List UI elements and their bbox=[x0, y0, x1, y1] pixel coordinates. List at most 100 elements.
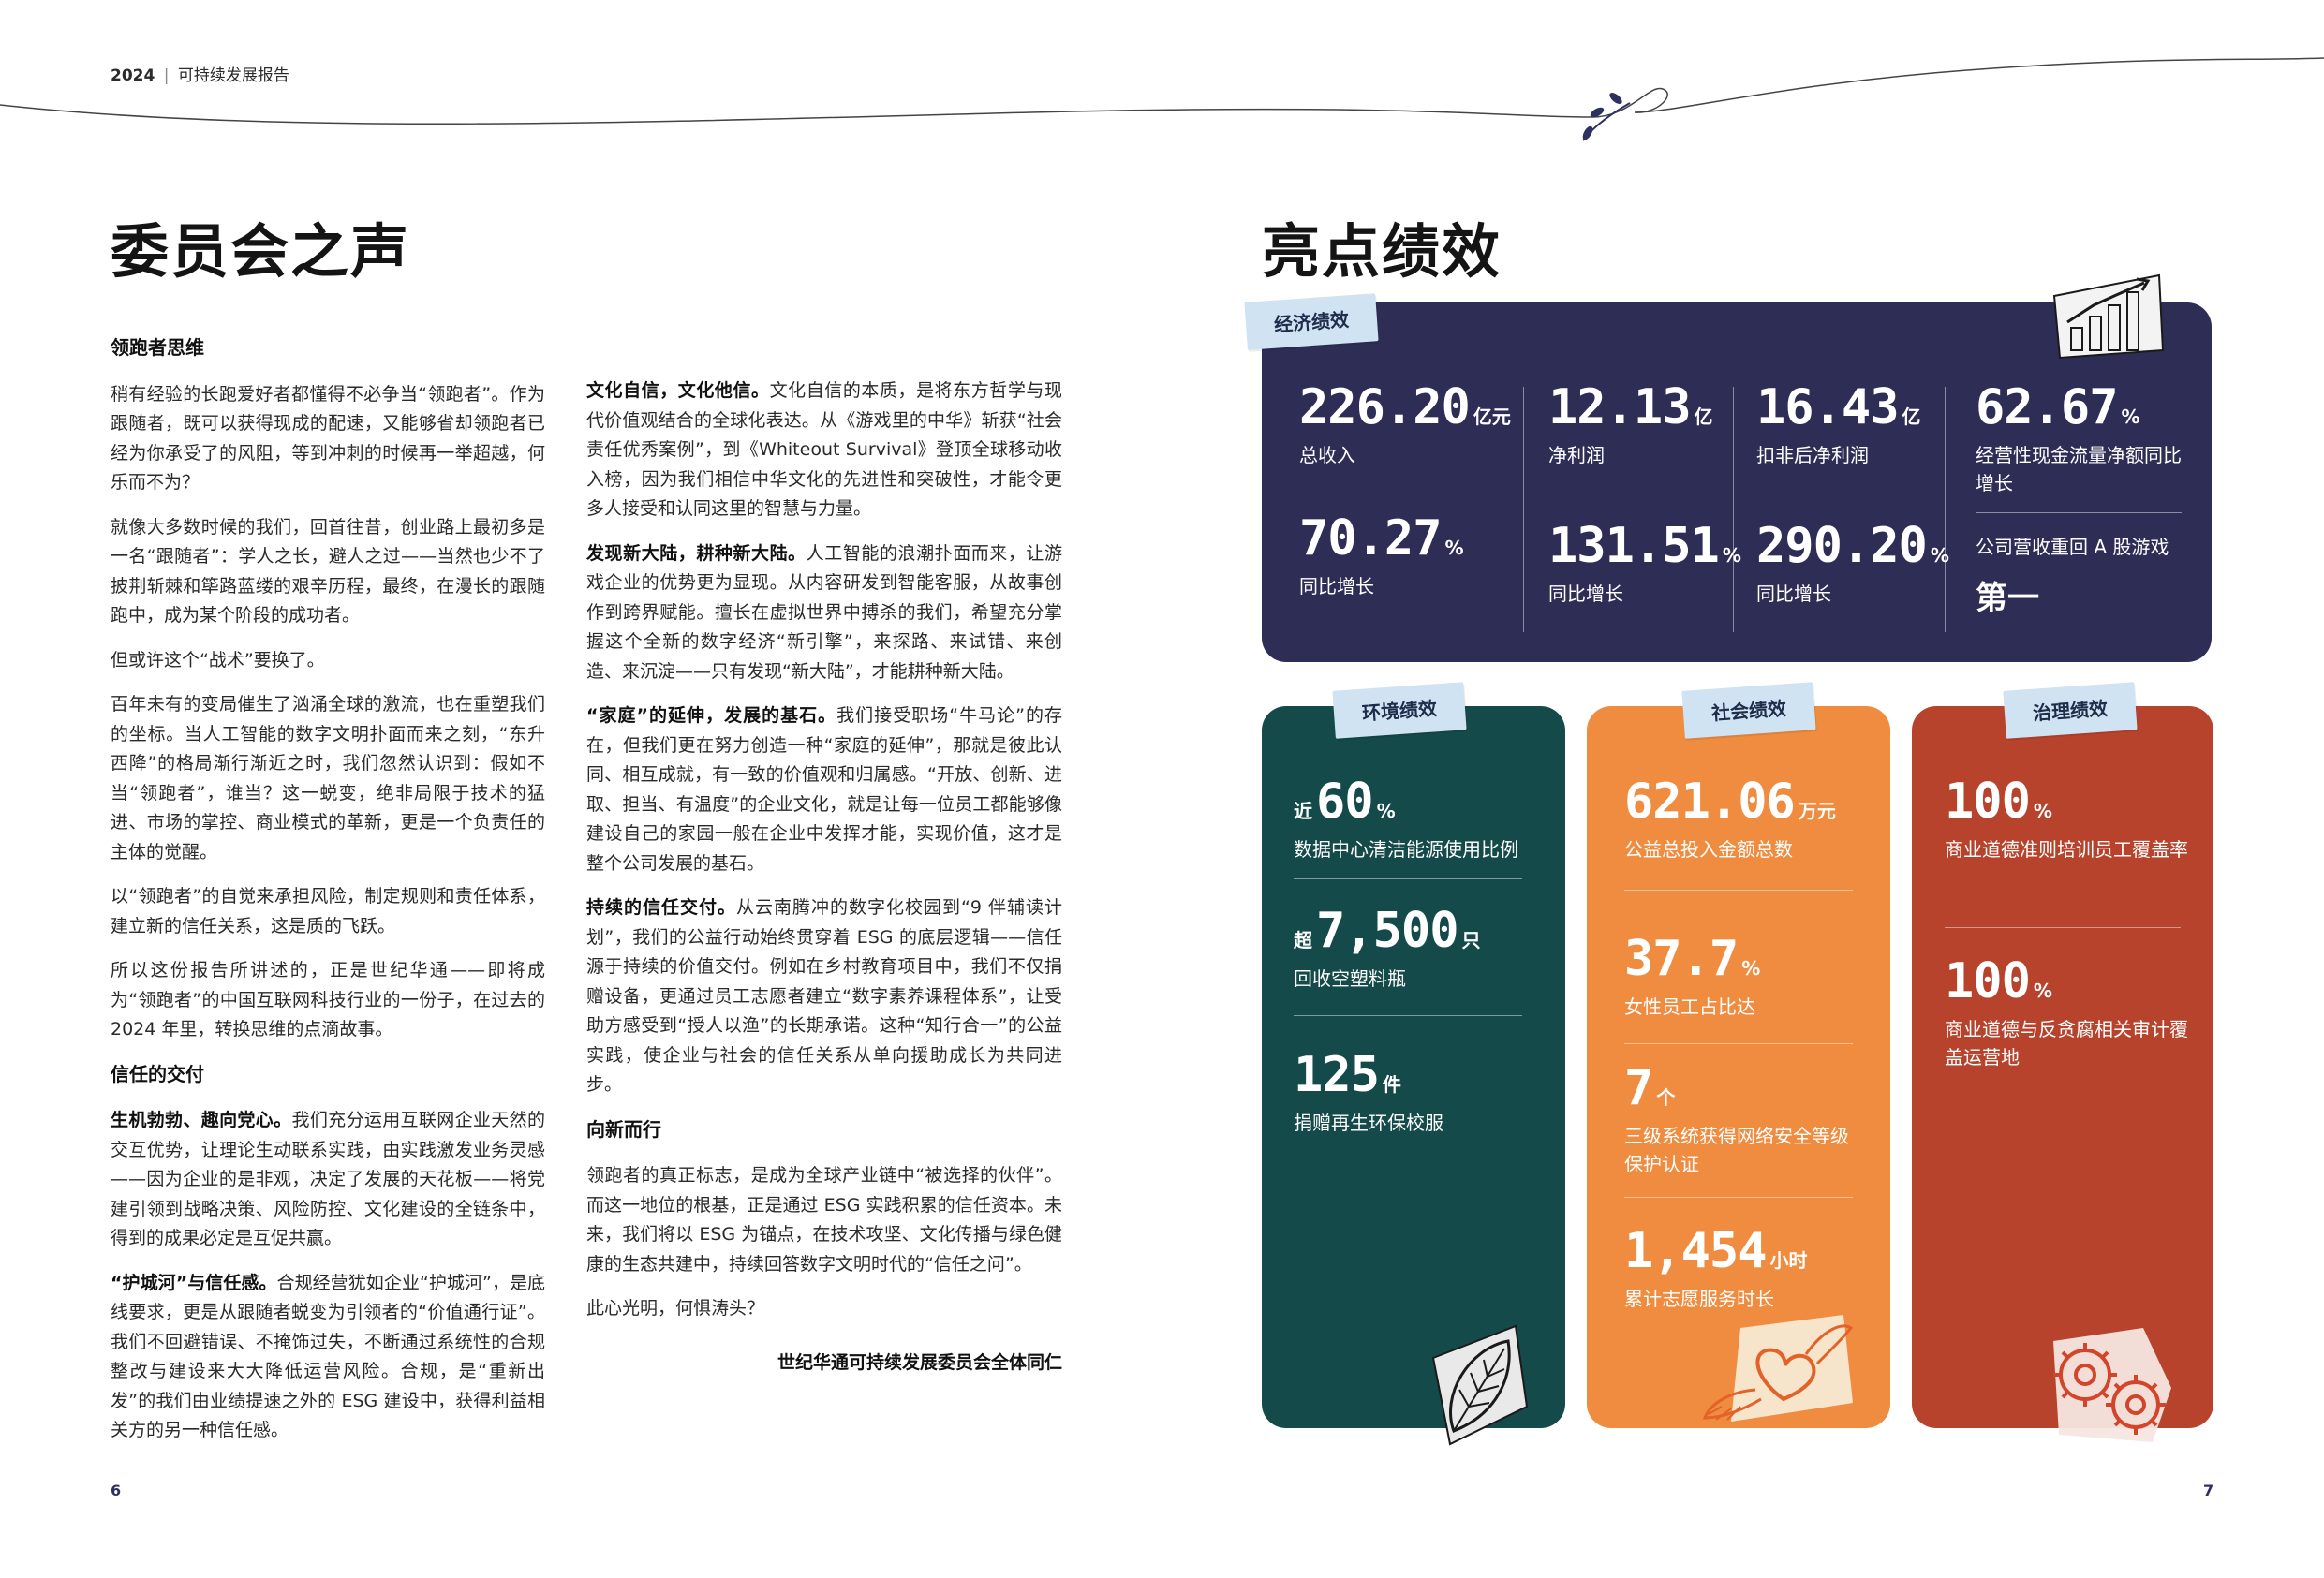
paragraph-lead: “护城河”与信任感。 bbox=[111, 1272, 277, 1293]
divider bbox=[1523, 387, 1524, 632]
stat-value: 7,500 bbox=[1316, 903, 1459, 959]
stat-operating-cash-flow: 62.67% 经营性现金流量净额同比增长 bbox=[1976, 379, 2182, 497]
paragraph: 文化自信，文化他信。文化自信的本质，是将东方哲学与现代价值观结合的全球化表达。从… bbox=[586, 376, 1062, 524]
stat-value: 290.20 bbox=[1756, 518, 1928, 574]
stat-value: 16.43 bbox=[1756, 379, 1900, 435]
winged-heart-icon bbox=[1702, 1315, 1854, 1422]
leaf-icon bbox=[1431, 1324, 1529, 1446]
stat-unit: 万元 bbox=[1798, 800, 1836, 822]
stat-label: 商业道德准则培训员工覆盖率 bbox=[1945, 838, 2188, 861]
committee-title: 委员会之声 bbox=[111, 217, 411, 286]
stat-adjusted-growth: 290.20% 同比增长 bbox=[1756, 518, 1949, 608]
stat-label: 总收入 bbox=[1299, 444, 1355, 466]
paragraph: 发现新大陆，耕种新大陆。人工智能的浪潮扑面而来，让游戏企业的优势更为显现。从内容… bbox=[586, 539, 1062, 687]
stat-value: 37.7 bbox=[1624, 931, 1739, 987]
paragraph-body: 从云南腾冲的数字化校园到“9 伴辅读计划”，我们的公益行动始终贯穿着 ESG 的… bbox=[586, 897, 1062, 1095]
stat-recycled-uniforms: 125 件 捐赠再生环保校服 bbox=[1294, 1047, 1443, 1137]
stat-value: 131.51 bbox=[1548, 518, 1720, 574]
divider bbox=[1294, 878, 1522, 879]
stat-label: 数据中心清洁能源使用比例 bbox=[1294, 838, 1518, 861]
left-column-2: 文化自信，文化他信。文化自信的本质，是将东方哲学与现代价值观结合的全球化表达。从… bbox=[586, 376, 1062, 1378]
governance-tag: 治理绩效 bbox=[2003, 682, 2138, 739]
stat-value: 7 bbox=[1624, 1060, 1653, 1116]
paragraph-body: 我们接受职场“牛马论”的存在，但我们更在努力创造一种“家庭的延伸”，那就是彼此认… bbox=[586, 705, 1062, 874]
left-column-1: 领跑者思维 稍有经验的长跑爱好者都懂得不必争当“领跑者”。作为跟随者，既可以获得… bbox=[111, 328, 545, 1461]
paragraph: 百年未有的变局催生了汹涌全球的激流，也在重塑我们的坐标。当人工智能的数字文明扑面… bbox=[111, 694, 545, 863]
governance-performance-card: 100% 商业道德准则培训员工覆盖率 100% 商业道德与反贪腐相关审计覆盖运营… bbox=[1912, 706, 2213, 1428]
stat-value: 100 bbox=[1945, 774, 2031, 830]
stat-unit: % bbox=[1376, 800, 1396, 822]
stat-value: 12.13 bbox=[1548, 379, 1692, 435]
highlights-title: 亮点绩效 bbox=[1262, 217, 1502, 286]
stat-value: 125 bbox=[1294, 1047, 1380, 1103]
stat-value: 60 bbox=[1316, 774, 1374, 830]
stat-unit: 亿 bbox=[1694, 406, 1713, 428]
stat-unit: % bbox=[1930, 544, 1949, 567]
stat-unit: 亿 bbox=[1902, 406, 1921, 428]
bar-chart-icon bbox=[2052, 273, 2165, 360]
stat-unit: % bbox=[2121, 406, 2140, 428]
heading-trust-delivery: 信任的交付 bbox=[111, 1062, 204, 1085]
divider bbox=[1976, 512, 2182, 513]
stat-value: 62.67 bbox=[1976, 379, 2119, 435]
stat-unit: 小时 bbox=[1769, 1249, 1808, 1272]
paragraph-lead: 持续的信任交付。 bbox=[586, 897, 737, 918]
stat-label: 公益总投入金额总数 bbox=[1624, 838, 1793, 861]
paragraph: 但或许这个“战术”要换了。 bbox=[111, 649, 325, 671]
paragraph: 所以这份报告所讲述的，正是世纪华通——即将成为“领跑者”的中国互联网科技行业的一… bbox=[111, 960, 545, 1040]
stat-unit: 亿元 bbox=[1473, 406, 1511, 428]
stat-net-profit: 12.13 亿 净利润 bbox=[1548, 379, 1713, 469]
divider bbox=[1624, 890, 1853, 891]
page-number-left: 6 bbox=[111, 1482, 122, 1499]
header-year: 2024 bbox=[111, 66, 155, 85]
paragraph-body: 我们充分运用互联网企业天然的交互优势，让理论生动联系实践，由实践激发业务灵感——… bbox=[111, 1110, 545, 1248]
stat-value: 70.27 bbox=[1299, 510, 1443, 567]
paragraph: 此心光明，何惧涛头？ bbox=[586, 1298, 765, 1319]
divider bbox=[1733, 387, 1734, 632]
stat-revenue-growth: 70.27% 同比增长 bbox=[1299, 510, 1464, 600]
stat-recycled-bottles: 超7,500 只 回收空塑料瓶 bbox=[1294, 903, 1481, 993]
gears-icon bbox=[2053, 1328, 2171, 1442]
stat-value: 621.06 bbox=[1624, 774, 1796, 830]
paragraph: “护城河”与信任感。合规经营犹如企业“护城河”，是底线要求，更是从跟随者蜕变为引… bbox=[111, 1269, 545, 1446]
stat-unit: % bbox=[2033, 800, 2052, 822]
stat-unit: 件 bbox=[1382, 1073, 1401, 1096]
paragraph: 稍有经验的长跑爱好者都懂得不必争当“领跑者”。作为跟随者，既可以获得现成的配速，… bbox=[111, 383, 545, 494]
economic-tag: 经济绩效 bbox=[1244, 293, 1379, 350]
stat-label: 女性员工占比达 bbox=[1624, 995, 1755, 1018]
stat-label: 公司营收重回 A 股游戏 bbox=[1976, 536, 2169, 558]
stat-label: 同比增长 bbox=[1548, 583, 1623, 605]
stat-value: 1,454 bbox=[1624, 1223, 1768, 1279]
sprig-icon bbox=[1582, 93, 1631, 141]
report-header: 2024 | 可持续发展报告 bbox=[111, 62, 289, 85]
stat-label: 净利润 bbox=[1548, 444, 1605, 466]
stat-unit: 个 bbox=[1656, 1086, 1676, 1109]
stat-ethics-training: 100% 商业道德准则培训员工覆盖率 bbox=[1945, 774, 2198, 863]
stat-value: 226.20 bbox=[1299, 379, 1471, 435]
divider bbox=[1624, 1197, 1853, 1198]
stat-clean-energy: 近60% 数据中心清洁能源使用比例 bbox=[1294, 774, 1518, 863]
heading-moving-forward: 向新而行 bbox=[586, 1117, 661, 1141]
stat-prefix: 近 bbox=[1294, 800, 1312, 822]
paragraph: “家庭”的延伸，发展的基石。我们接受职场“牛马论”的存在，但我们更在努力创造一种… bbox=[586, 701, 1062, 878]
stat-ashare-rank: 公司营收重回 A 股游戏 第一 bbox=[1976, 527, 2191, 618]
stat-label: 同比增长 bbox=[1299, 575, 1374, 597]
stat-label: 回收空塑料瓶 bbox=[1294, 967, 1406, 990]
stat-label: 三级系统获得网络安全等级保护认证 bbox=[1624, 1125, 1849, 1175]
social-tag: 社会绩效 bbox=[1681, 682, 1816, 739]
stat-label: 经营性现金流量净额同比增长 bbox=[1976, 444, 2182, 494]
header-title: 可持续发展报告 bbox=[177, 66, 289, 85]
stat-charity-investment: 621.06 万元 公益总投入金额总数 bbox=[1624, 774, 1836, 863]
paragraph: 生机勃勃、趣向党心。我们充分运用互联网企业天然的交互优势，让理论生动联系实践，由… bbox=[111, 1106, 545, 1254]
paragraph-lead: 文化自信，文化他信。 bbox=[586, 380, 770, 401]
divider bbox=[1624, 1043, 1853, 1044]
environmental-tag: 环境绩效 bbox=[1332, 682, 1467, 739]
page-number-right: 7 bbox=[2203, 1482, 2214, 1499]
economic-performance-card: 226.20 亿元 总收入 70.27% 同比增长 12.13 亿 净利润 131.… bbox=[1262, 302, 2212, 662]
stat-label: 商业道德与反贪腐相关审计覆盖运营地 bbox=[1945, 1018, 2188, 1069]
stat-value: 第一 bbox=[1976, 580, 2039, 617]
stat-net-profit-growth: 131.51% 同比增长 bbox=[1548, 518, 1741, 608]
header-wave-line bbox=[0, 57, 2324, 141]
stat-anticorruption-audit: 100% 商业道德与反贪腐相关审计覆盖运营地 bbox=[1945, 953, 2198, 1071]
